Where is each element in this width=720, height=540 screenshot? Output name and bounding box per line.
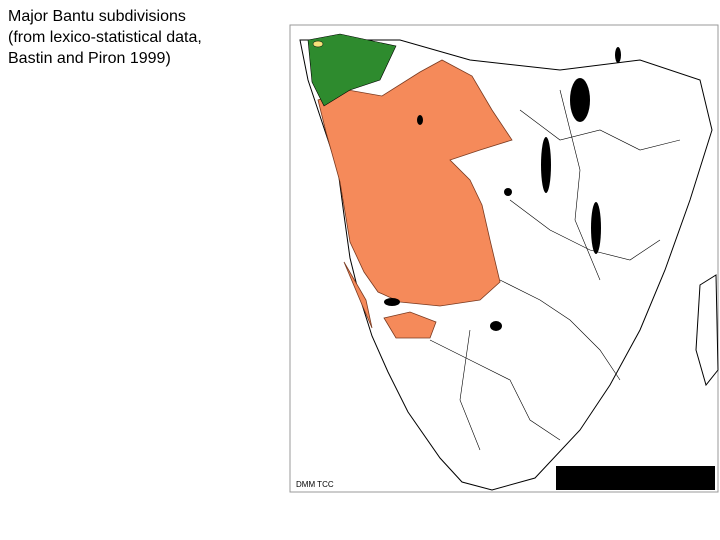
map-credit: DMM TCC xyxy=(296,480,334,489)
title: Major Bantu subdivisions (from lexico-st… xyxy=(8,6,202,69)
green-region xyxy=(307,33,397,107)
title-line: (from lexico-statistical data, xyxy=(8,29,202,46)
title-line: Major Bantu subdivisions xyxy=(8,8,186,25)
title-line: Bastin and Piron 1999) xyxy=(8,50,171,67)
yellow-region xyxy=(312,40,324,48)
orange-south xyxy=(383,311,437,339)
black-box xyxy=(556,466,715,490)
orange-region xyxy=(317,59,513,307)
borders xyxy=(429,89,681,451)
madagascar xyxy=(695,274,719,387)
lakes xyxy=(384,47,621,331)
orange-coast xyxy=(343,261,373,329)
